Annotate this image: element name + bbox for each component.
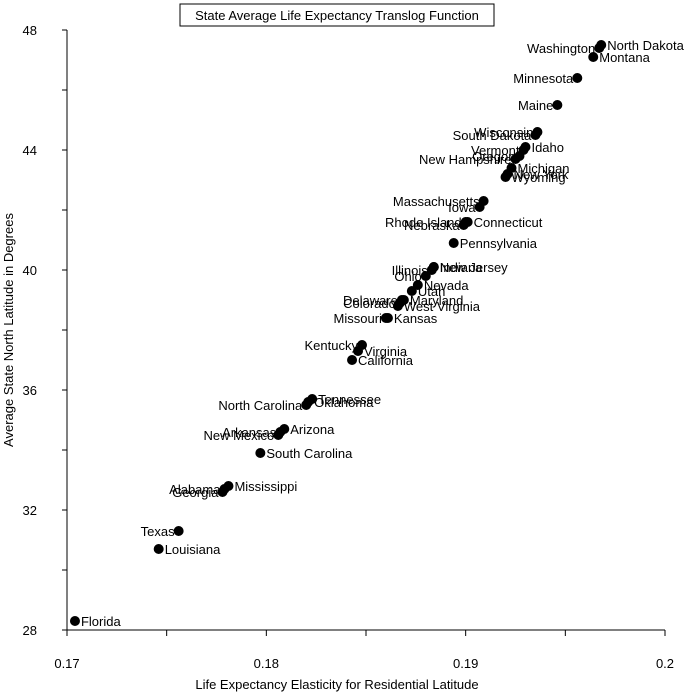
label-california: California [358, 353, 414, 368]
label-washington: Washington [527, 41, 595, 56]
label-texas: Texas [141, 524, 175, 539]
label-north-dakota: North Dakota [607, 38, 684, 53]
label-south-carolina: South Carolina [266, 446, 353, 461]
label-kansas: Kansas [394, 311, 438, 326]
label-pennsylvania: Pennsylvania [460, 236, 538, 251]
label-new-mexico: New Mexico [203, 428, 274, 443]
data-points [69, 40, 607, 626]
label-colorado: Colorado [343, 296, 396, 311]
x-tick-label: 0.19 [453, 656, 478, 671]
point-michigan [506, 163, 517, 173]
y-tick-label: 40 [23, 263, 37, 278]
point-wisconsin [532, 127, 543, 137]
point-tennessee [307, 394, 318, 404]
axis-ticks: 28 32 36 40 44 48 0.17 0.18 0.19 0.2 [23, 23, 675, 671]
y-tick-label: 44 [23, 143, 37, 158]
point-florida [69, 616, 80, 626]
point-nevada [412, 280, 423, 290]
point-south-carolina [255, 448, 266, 458]
x-tick-label: 0.2 [656, 656, 674, 671]
point-montana [588, 52, 599, 62]
label-south-dakota: South Dakota [453, 128, 533, 143]
label-massachusetts: Massachusetts [393, 194, 480, 209]
label-wyoming: Wyoming [512, 170, 566, 185]
y-tick-label: 32 [23, 503, 37, 518]
y-axis-label: Average State North Latitude in Degrees [1, 213, 16, 447]
label-michigan: Michigan [518, 161, 570, 176]
label-idaho: Idaho [531, 140, 564, 155]
point-kansas [382, 313, 393, 323]
point-new-jersey [428, 262, 439, 272]
label-indiana: Indiana [440, 260, 483, 275]
label-utah: Utah [418, 284, 445, 299]
point-minnesota [572, 73, 583, 83]
point-idaho [520, 142, 531, 152]
label-mississippi: Mississippi [234, 479, 297, 494]
label-arkansas: Arkansas [222, 425, 277, 440]
y-tick-label: 28 [23, 623, 37, 638]
point-arizona [279, 424, 290, 434]
label-iowa: Iowa [448, 200, 476, 215]
label-montana: Montana [599, 50, 650, 65]
label-west-virginia: West Virginia [404, 299, 481, 314]
label-kentucky: Kentucky [305, 338, 359, 353]
label-illinois: Illinois [392, 263, 429, 278]
label-arizona: Arizona [290, 422, 335, 437]
chart-title-box [179, 3, 495, 27]
axes [66, 30, 665, 631]
y-tick-label: 36 [23, 383, 37, 398]
label-wisconsin: Wisconsin [474, 125, 533, 140]
label-virginia: Virginia [364, 344, 408, 359]
point-maine [552, 100, 563, 110]
point-louisiana [153, 544, 164, 554]
y-tick-label: 48 [23, 23, 37, 38]
x-tick-label: 0.18 [254, 656, 279, 671]
label-maine: Maine [518, 98, 553, 113]
point-north-dakota [596, 40, 607, 50]
label-new-jersey: New Jersey [440, 260, 508, 275]
label-nebraska: Nebraska [404, 218, 460, 233]
label-delaware: Delaware [343, 293, 398, 308]
chart-title-group: State Average Life Expectancy Translog F… [179, 3, 495, 27]
label-ohio: Ohio [394, 269, 421, 284]
chart-title: State Average Life Expectancy Translog F… [195, 8, 479, 23]
point-texas [173, 526, 184, 536]
label-maryland: Maryland [410, 293, 463, 308]
point-mississippi [223, 481, 234, 491]
point-pennsylvania [448, 238, 459, 248]
label-rhode-island: Rhode Island [385, 215, 462, 230]
label-new-hampshire: New Hampshire [419, 152, 511, 167]
label-florida: Florida [81, 614, 122, 629]
x-tick-label: 0.17 [54, 656, 79, 671]
point-kentucky [357, 340, 368, 350]
label-alabama: Alabama [169, 482, 221, 497]
label-louisiana: Louisiana [165, 542, 221, 557]
label-missouri: Missouri [334, 311, 383, 326]
point-massachusetts [478, 196, 489, 206]
x-axis-label: Life Expectancy Elasticity for Residenti… [195, 677, 478, 692]
point-california [347, 355, 358, 365]
label-tennessee: Tennessee [318, 392, 381, 407]
label-nevada: Nevada [424, 278, 470, 293]
point-connecticut [462, 217, 473, 227]
label-oklahoma: Oklahoma [314, 395, 374, 410]
label-vermont: Vermont [471, 143, 520, 158]
label-minnesota: Minnesota [513, 71, 574, 86]
label-north-carolina: North Carolina [218, 398, 303, 413]
point-maryland [398, 295, 409, 305]
label-oregon: Oregon [472, 149, 515, 164]
label-georgia: Georgia [172, 485, 219, 500]
label-connecticut: Connecticut [474, 215, 543, 230]
label-new-york: New York [514, 167, 569, 182]
